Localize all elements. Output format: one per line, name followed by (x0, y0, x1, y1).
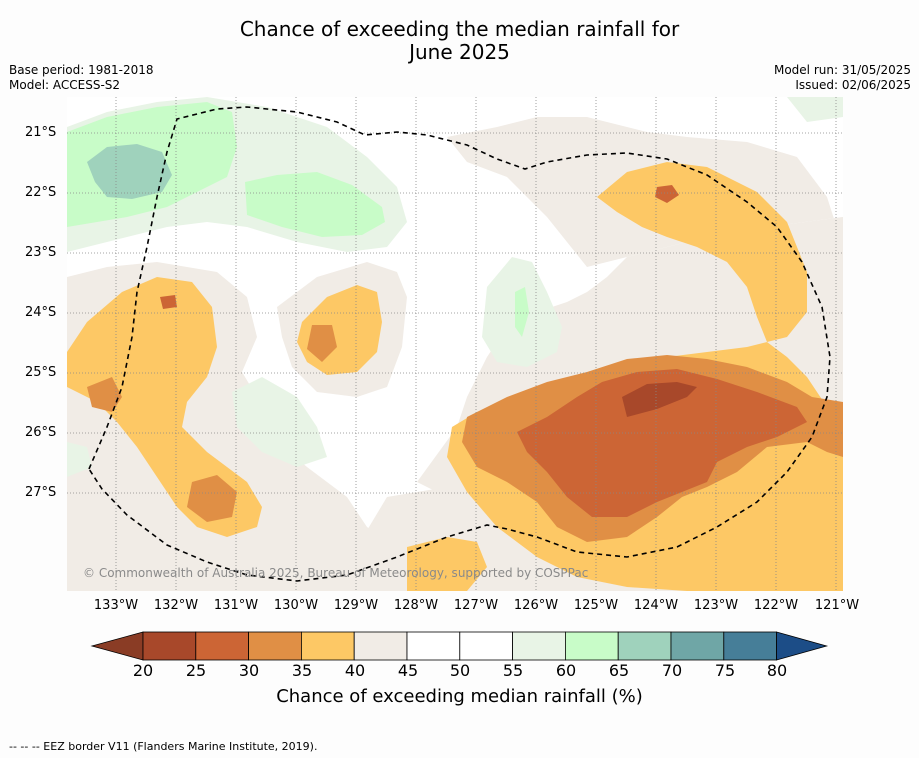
colorbar-tick-30: 30 (238, 661, 260, 680)
colorbar-tick-65: 65 (608, 661, 630, 680)
lat-label-26s: 26°S (25, 425, 57, 440)
colorbar-segment-30-35 (248, 631, 302, 661)
colorbar-segment-45-50 (406, 631, 461, 661)
lon-label-131w: 131°W (213, 598, 259, 613)
lon-label-123w: 123°W (693, 598, 739, 613)
lon-label-133w: 133°W (93, 598, 139, 613)
colorbar-segment-60-65 (564, 631, 619, 661)
colorbar-tick-35: 35 (291, 661, 313, 680)
colorbar-segment-65-70 (617, 631, 672, 661)
lon-label-124w: 124°W (633, 598, 679, 613)
colorbar-tick-55: 55 (502, 661, 524, 680)
copyright-text: © Commonwealth of Australia 2025, Bureau… (83, 566, 589, 580)
lon-label-122w: 122°W (753, 598, 799, 613)
teal-zones (87, 144, 172, 199)
lon-label-128w: 128°W (393, 598, 439, 613)
red-orange-zones (160, 185, 807, 517)
colorbar-tick-45: 45 (397, 661, 419, 680)
colorbar-tick-60: 60 (555, 661, 577, 680)
lon-label-126w: 126°W (513, 598, 559, 613)
lat-label-27s: 27°S (25, 485, 57, 500)
colorbar-tick-70: 70 (661, 661, 683, 680)
colorbar-over-arrow (776, 631, 829, 661)
colorbar-tick-80: 80 (766, 661, 788, 680)
colorbar-segment-40-45 (353, 631, 408, 661)
eez-legend-note: -- -- -- EEZ border V11 (Flanders Marine… (9, 740, 318, 753)
base-period: Base period: 1981-2018 (9, 63, 154, 77)
grid-lines (67, 97, 843, 591)
colorbar-segment-55-60 (512, 631, 566, 661)
title-line-1: Chance of exceeding the median rainfall … (239, 17, 680, 41)
lon-label-132w: 132°W (153, 598, 199, 613)
colorbar-under-arrow (90, 631, 144, 661)
model-name: Model: ACCESS-S2 (9, 78, 121, 92)
colorbar-tick-75: 75 (714, 661, 736, 680)
colorbar-segment-75-80 (723, 631, 777, 661)
colorbar-segment-70-75 (670, 631, 725, 661)
colorbar-tick-20: 20 (132, 661, 154, 680)
map-title: Chance of exceeding the median rainfall … (0, 18, 919, 64)
lon-label-127w: 127°W (453, 598, 499, 613)
eez-border (88, 106, 831, 582)
lon-label-130w: 130°W (273, 598, 319, 613)
model-info: Base period: 1981-2018 Model: ACCESS-S2 (9, 63, 154, 93)
colorbar-segment-20-25 (142, 631, 197, 661)
colorbar-tick-50: 50 (449, 661, 471, 680)
rainfall-map (67, 97, 843, 591)
dark-red-zones (622, 382, 697, 417)
issued-date: Issued: 02/06/2025 (795, 78, 911, 92)
lon-label-121w: 121°W (814, 598, 860, 613)
colorbar-segment-35-40 (300, 631, 355, 661)
colorbar (90, 631, 829, 661)
lon-label-129w: 129°W (333, 598, 379, 613)
colorbar-segment-50-55 (459, 631, 513, 661)
lat-label-23s: 23°S (25, 245, 57, 260)
run-info: Model run: 31/05/2025 Issued: 02/06/2025 (774, 63, 911, 93)
colorbar-tick-40: 40 (344, 661, 366, 680)
lat-label-24s: 24°S (25, 305, 57, 320)
colorbar-tick-25: 25 (185, 661, 207, 680)
lat-label-22s: 22°S (25, 185, 57, 200)
model-run: Model run: 31/05/2025 (773, 63, 911, 77)
colorbar-title: Chance of exceeding median rainfall (%) (276, 686, 643, 707)
lat-label-25s: 25°S (25, 365, 57, 380)
lat-label-21s: 21°S (25, 125, 57, 140)
title-line-2: June 2025 (409, 40, 510, 64)
colorbar-segment-25-30 (195, 631, 250, 661)
lon-label-125w: 125°W (573, 598, 619, 613)
